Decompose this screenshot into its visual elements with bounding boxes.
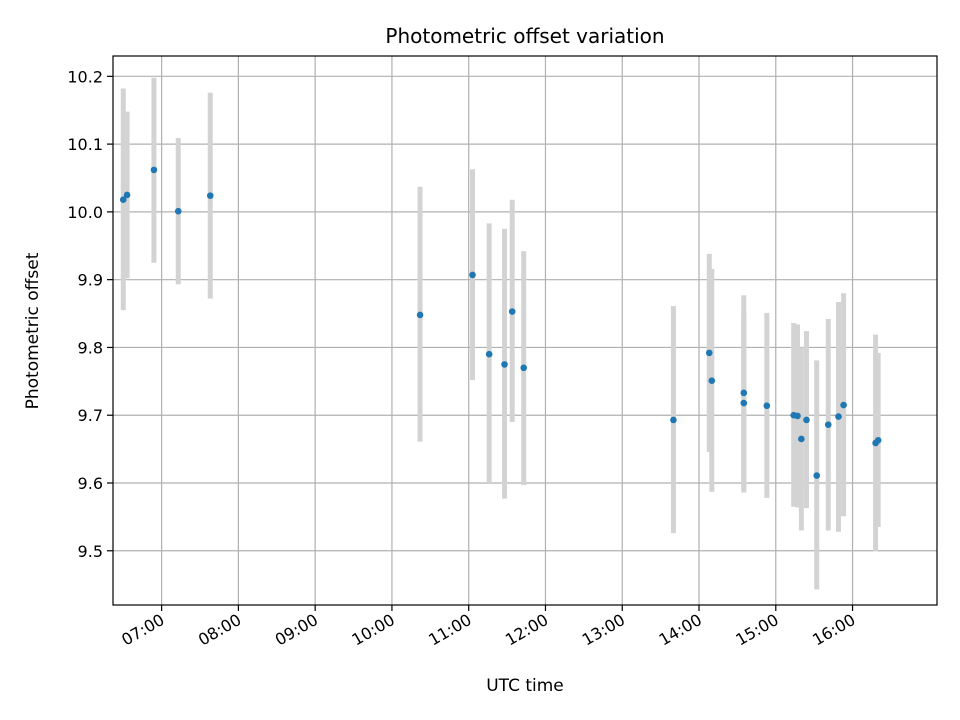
x-axis-title: UTC time bbox=[486, 676, 564, 696]
data-point-18 bbox=[794, 412, 801, 420]
x-tick-label-5: 12:00 bbox=[502, 610, 551, 650]
data-points bbox=[119, 166, 882, 479]
data-point-15 bbox=[740, 399, 748, 407]
plot-frame bbox=[112, 55, 938, 606]
y-tick-label-7: 10.2 bbox=[67, 67, 103, 86]
y-tick-label-2: 9.7 bbox=[78, 406, 103, 425]
y-axis-title: Photometric offset bbox=[23, 252, 43, 409]
data-point-9 bbox=[508, 308, 516, 315]
data-point-23 bbox=[835, 413, 842, 420]
data-point-1 bbox=[123, 191, 131, 199]
y-tick-label-3: 9.8 bbox=[78, 338, 103, 357]
y-tick-label-5: 10.0 bbox=[67, 203, 103, 222]
data-point-22 bbox=[824, 421, 832, 429]
data-point-13 bbox=[708, 377, 716, 384]
error-bars bbox=[120, 77, 881, 590]
y-tick-label-4: 9.9 bbox=[78, 271, 103, 290]
x-tick-label-0: 07:00 bbox=[118, 610, 167, 650]
data-point-20 bbox=[803, 416, 810, 424]
data-point-6 bbox=[469, 271, 476, 279]
data-point-0 bbox=[119, 196, 127, 203]
chart-title: Photometric offset variation bbox=[385, 24, 664, 48]
data-point-26 bbox=[874, 437, 882, 444]
x-tick-label-8: 15:00 bbox=[732, 610, 781, 650]
x-tick-label-2: 09:00 bbox=[272, 610, 321, 650]
data-point-7 bbox=[485, 350, 493, 358]
x-tick-label-9: 16:00 bbox=[809, 610, 858, 650]
data-point-10 bbox=[520, 364, 528, 372]
x-tick-label-1: 08:00 bbox=[195, 610, 244, 650]
y-tick-label-1: 9.6 bbox=[78, 474, 103, 493]
data-point-4 bbox=[206, 192, 214, 199]
y-tick-label-6: 10.1 bbox=[67, 135, 103, 154]
data-point-19 bbox=[798, 435, 805, 443]
data-point-11 bbox=[670, 416, 677, 424]
x-tick-label-7: 14:00 bbox=[656, 610, 705, 650]
data-point-8 bbox=[501, 361, 508, 368]
data-point-2 bbox=[150, 166, 158, 174]
data-point-24 bbox=[840, 401, 847, 409]
data-point-5 bbox=[416, 311, 424, 319]
data-point-14 bbox=[740, 389, 748, 397]
x-tick-label-3: 10:00 bbox=[348, 610, 397, 650]
axis-ticks: 07:00 08:00 09:00 10:00 11:00 12:00 13:00 14:00… bbox=[67, 67, 858, 649]
x-tick-label-6: 13:00 bbox=[579, 610, 628, 650]
data-point-12 bbox=[705, 349, 713, 357]
x-tick-label-4: 11:00 bbox=[425, 610, 474, 650]
data-point-21 bbox=[813, 472, 821, 479]
data-point-3 bbox=[174, 207, 182, 215]
y-tick-label-0: 9.5 bbox=[78, 542, 103, 561]
data-point-16 bbox=[763, 402, 771, 410]
